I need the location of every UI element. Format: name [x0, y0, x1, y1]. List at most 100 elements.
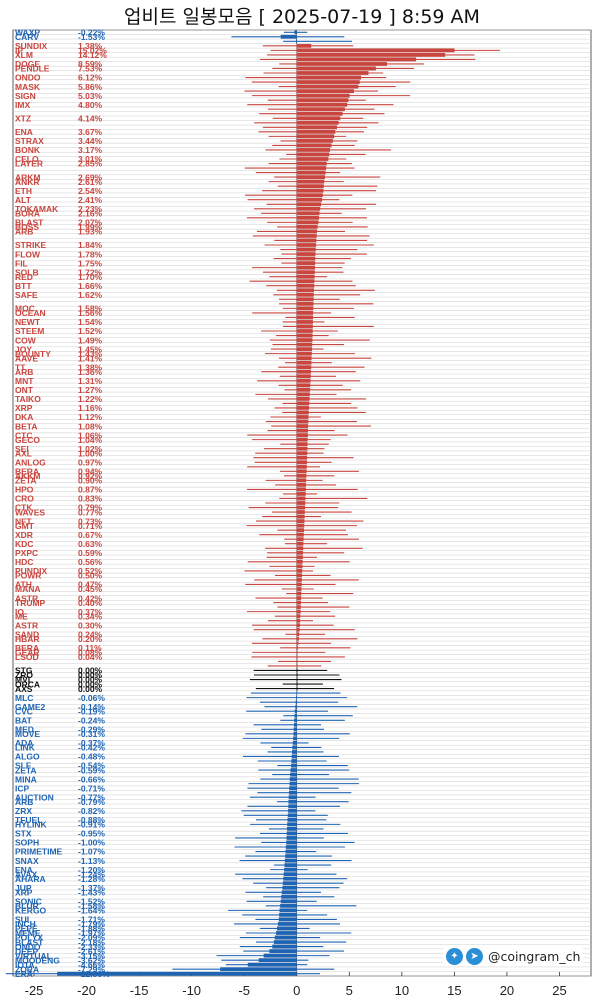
row-pct-label: 0.94%: [78, 467, 103, 477]
bar: [290, 768, 297, 772]
bar: [296, 369, 312, 374]
bar: [296, 654, 298, 659]
telegram-icon: ➤: [466, 947, 483, 965]
row-pct-label: 1.08%: [78, 421, 103, 431]
row-name-label: SIGN: [15, 91, 36, 101]
row-pct-label: 1.49%: [78, 335, 103, 345]
bar: [273, 940, 297, 944]
row-pct-label: 1.06%: [78, 430, 103, 440]
bar: [272, 944, 297, 949]
row-pct-label: 0.87%: [78, 485, 103, 495]
twitter-icon: ✦: [446, 947, 463, 965]
row-name-label: IOTA: [15, 960, 35, 970]
row-pct-label: 1.04%: [78, 435, 103, 445]
row-name-label: HYLINK: [15, 820, 48, 830]
row-name-label: CVC: [15, 706, 33, 716]
bar: [296, 614, 301, 619]
row-pct-label: -0.37%: [78, 738, 105, 748]
x-tick-label: 0: [293, 983, 300, 998]
bar: [296, 609, 301, 614]
row-name-label: ZRO: [15, 670, 33, 680]
row-name-label: ZETA: [15, 476, 37, 486]
bar: [276, 926, 297, 931]
bar: [280, 903, 297, 908]
bar: [296, 161, 327, 166]
row-name-label: ARB: [15, 367, 33, 377]
row-pct-label: 0.97%: [78, 457, 103, 467]
bar: [287, 817, 297, 822]
row-name-label: BOSS: [15, 222, 39, 232]
bar: [285, 845, 297, 849]
bar: [292, 750, 297, 754]
row-name-label: XDR: [15, 530, 33, 540]
row-name-label: PEPE: [15, 924, 38, 934]
row-name-label: BLUR: [15, 901, 39, 911]
row-pct-label: 1.78%: [78, 249, 103, 259]
row-pct-label: -1.28%: [78, 874, 105, 884]
row-name-label: ONDO: [15, 942, 41, 952]
row-name-label: KERGO: [15, 906, 47, 916]
bar: [296, 93, 350, 98]
bar: [290, 772, 297, 777]
row-name-label: IQ: [15, 607, 24, 617]
bar: [296, 234, 317, 238]
row-pct-label: 1.93%: [78, 227, 103, 237]
row-pct-label: -0.59%: [78, 765, 105, 775]
row-name-label: LAYER: [15, 159, 43, 169]
row-name-label: STRAX: [15, 136, 44, 146]
row-pct-label: -1.52%: [78, 897, 105, 907]
x-tick-label: 15: [447, 983, 461, 998]
bar: [296, 424, 309, 428]
bar: [296, 116, 341, 121]
row-pct-label: -2.33%: [78, 942, 105, 952]
bar: [295, 704, 297, 709]
row-name-label: PXPC: [15, 548, 38, 558]
bar: [296, 292, 314, 297]
bar: [296, 324, 313, 329]
bar: [296, 71, 369, 75]
row-name-label: WAXP: [15, 27, 40, 37]
bar: [296, 568, 303, 573]
row-pct-label: 0.71%: [78, 521, 103, 531]
bar: [296, 265, 315, 270]
bar: [296, 306, 314, 311]
bar: [296, 677, 298, 682]
bar: [296, 673, 298, 677]
bar: [296, 528, 304, 533]
row-pct-label: 1.22%: [78, 394, 103, 404]
row-name-label: ENA: [15, 127, 33, 137]
bar: [296, 107, 345, 112]
bar: [296, 428, 308, 433]
row-pct-label: 7.53%: [78, 64, 103, 74]
row-name-label: SUNDIX: [15, 41, 47, 51]
row-pct-label: -0.24%: [78, 715, 105, 725]
row-pct-label: -1.58%: [78, 901, 105, 911]
row-name-label: HPO: [15, 485, 34, 495]
row-name-label: XLM: [15, 50, 33, 60]
row-name-label: AKKM: [15, 471, 41, 481]
row-name-label: TOKAMAK: [15, 204, 59, 214]
row-name-label: DEEP: [15, 946, 38, 956]
bar: [296, 650, 298, 655]
bar: [296, 247, 316, 252]
row-name-label: SONIC: [15, 897, 42, 907]
row-pct-label: -1.88%: [78, 924, 105, 934]
bar: [296, 691, 298, 696]
row-name-label: LINK: [15, 743, 36, 753]
bar: [296, 451, 308, 456]
watermark: ✦ ➤ @coingram_ch: [443, 946, 584, 966]
row-name-label: AAVE: [15, 353, 38, 363]
row-name-label: BLAST: [15, 937, 44, 947]
row-name-label: BORA: [15, 209, 40, 219]
bar: [291, 754, 297, 759]
row-name-label: POWR: [15, 571, 41, 581]
row-name-label: STEEM: [15, 326, 44, 336]
bar: [296, 682, 298, 686]
row-name-label: JOY: [15, 344, 32, 354]
row-pct-label: 3.17%: [78, 145, 103, 155]
row-name-label: MINA: [15, 774, 37, 784]
row-name-label: MLC: [15, 693, 33, 703]
bar: [296, 392, 310, 397]
row-pct-label: 3.01%: [78, 154, 103, 164]
bar: [296, 206, 321, 211]
